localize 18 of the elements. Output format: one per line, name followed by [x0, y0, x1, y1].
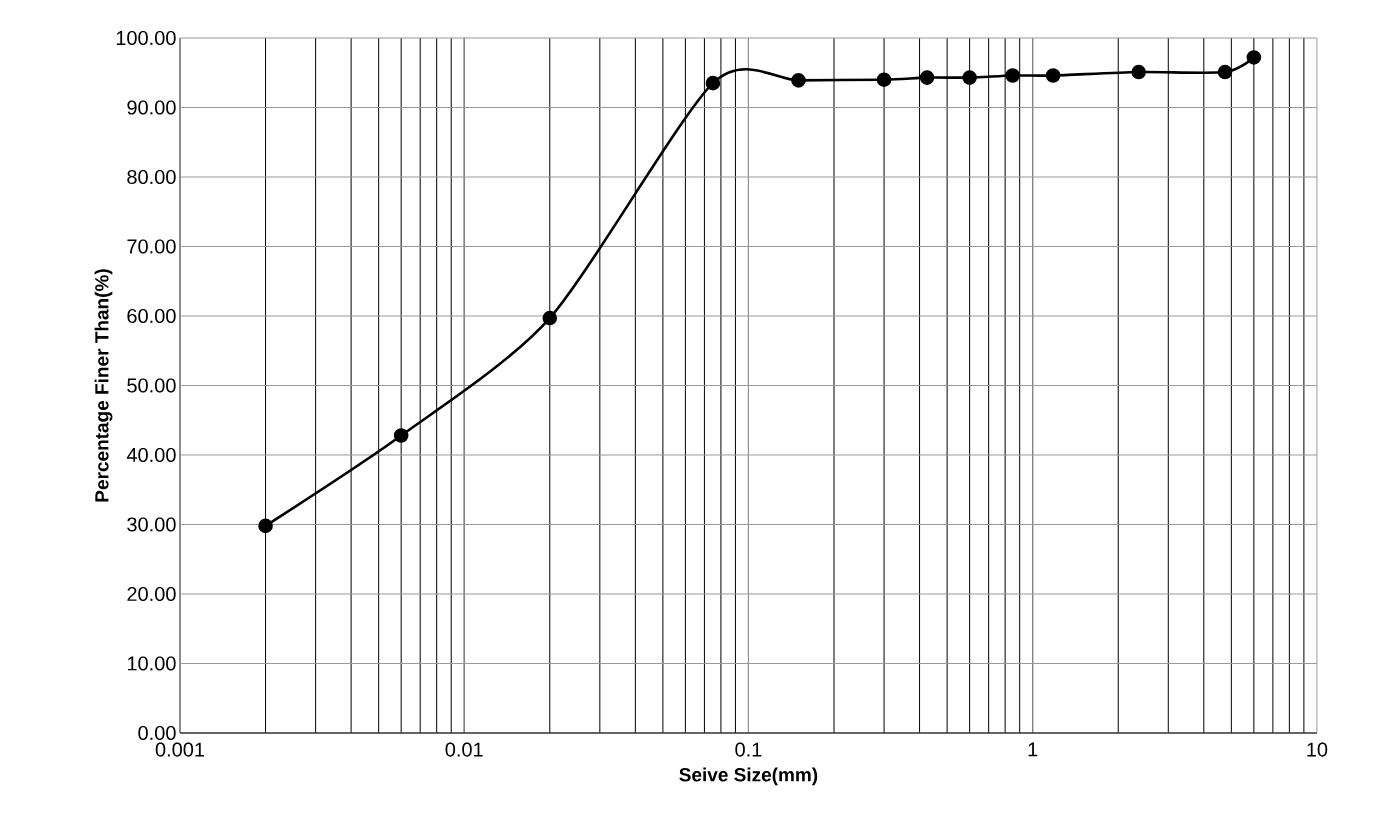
y-tick-label: 20.00 — [127, 586, 176, 602]
x-tick-label: 0.1 — [735, 742, 762, 757]
y-axis-title: Percentage Finer Than(%) — [94, 269, 113, 502]
y-tick-label: 0.00 — [138, 725, 176, 741]
x-tick-label: 10 — [1307, 742, 1328, 757]
y-tick-label: 90.00 — [127, 100, 176, 115]
x-tick-label: 1 — [1028, 742, 1038, 757]
y-tick-label: 60.00 — [127, 308, 176, 324]
y-tick-label: 10.00 — [127, 656, 176, 671]
y-tick-label: 100.00 — [116, 30, 176, 46]
y-tick-label: 40.00 — [126, 447, 176, 463]
y-tick-label: 50.00 — [127, 378, 176, 393]
x-tick-label: 0.001 — [155, 742, 205, 757]
y-tick-label: 70.00 — [127, 239, 176, 254]
y-tick-label: 30.00 — [127, 517, 176, 532]
x-tick-label: 0.01 — [445, 742, 483, 757]
x-axis-title: Seive Size(mm) — [679, 767, 818, 786]
y-tick-label: 80.00 — [127, 169, 176, 185]
